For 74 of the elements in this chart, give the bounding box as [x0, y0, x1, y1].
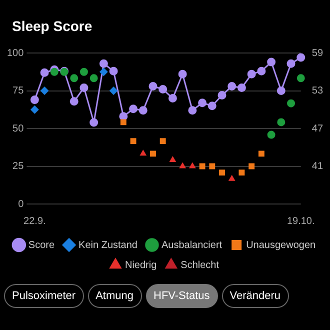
point — [247, 70, 256, 78]
point — [189, 162, 196, 168]
y2-tick-label: 47 — [312, 123, 324, 134]
legend-label: Niedrig — [124, 260, 157, 271]
point — [70, 74, 78, 82]
point — [30, 106, 39, 114]
legend-label: Unausgewogen — [246, 240, 316, 251]
point — [208, 102, 216, 110]
x-tick-label: 19.10. — [286, 216, 315, 227]
point — [228, 175, 235, 181]
text: Atmung — [88, 284, 142, 308]
point — [198, 98, 207, 108]
y-tick-label: 100 — [6, 48, 24, 59]
y-tick-label: 75 — [12, 86, 24, 96]
point — [267, 130, 276, 139]
point — [219, 170, 225, 176]
point — [277, 118, 286, 126]
legend-label: Schlecht — [180, 260, 220, 271]
point — [199, 163, 206, 170]
point — [237, 83, 246, 92]
point — [209, 163, 216, 170]
y-tick-label: 50 — [12, 123, 24, 134]
point — [296, 74, 305, 82]
point — [100, 68, 108, 76]
point — [238, 170, 245, 176]
point — [286, 59, 296, 68]
point — [109, 66, 118, 76]
point — [228, 82, 236, 90]
y2-tick-label: 59 — [312, 48, 324, 59]
point — [276, 86, 286, 95]
y-tick-label: 0 — [18, 198, 24, 210]
point — [70, 97, 78, 106]
point — [40, 86, 49, 95]
point — [138, 106, 148, 115]
point — [179, 162, 186, 168]
text: Pulsoximeter — [4, 284, 84, 308]
text: HFV-Status — [146, 284, 218, 308]
point — [257, 66, 266, 76]
point — [296, 53, 306, 62]
point — [80, 83, 88, 92]
point — [40, 68, 49, 77]
legend-label: Score — [28, 240, 55, 251]
point — [168, 94, 177, 103]
point — [160, 138, 166, 144]
point — [50, 68, 58, 76]
point — [287, 99, 296, 108]
point — [140, 150, 146, 156]
point — [80, 68, 88, 76]
point — [30, 96, 39, 104]
y2-tick-label: 41 — [312, 161, 324, 172]
point — [218, 91, 226, 100]
point — [188, 106, 197, 115]
point — [170, 156, 176, 162]
point — [158, 84, 168, 94]
point — [258, 150, 264, 157]
point — [178, 70, 187, 78]
text: Veränderu — [222, 284, 289, 308]
chart-title: Sleep Score — [12, 18, 92, 34]
x-tick-label: 22.9. — [24, 216, 46, 227]
legend-label: Ausbalanciert — [161, 240, 222, 251]
point — [130, 138, 136, 144]
y-tick-label: 25 — [12, 161, 24, 172]
point — [148, 82, 158, 90]
y2-tick-label: 53 — [312, 86, 324, 96]
point — [90, 118, 98, 127]
point — [248, 163, 255, 170]
point — [99, 59, 108, 68]
point — [150, 150, 156, 157]
legend-label: Kein Zustand — [78, 240, 138, 251]
point — [120, 119, 126, 126]
point — [129, 104, 138, 114]
point — [110, 86, 118, 95]
point — [267, 58, 276, 66]
point — [90, 74, 98, 82]
